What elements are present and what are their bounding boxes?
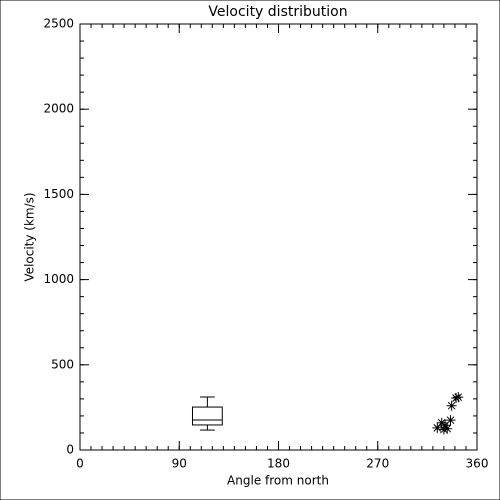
x-tick-label: 360 (466, 457, 489, 471)
y-tick-label: 2500 (43, 17, 74, 31)
point (445, 415, 456, 426)
x-tick-label: 90 (172, 457, 187, 471)
point (451, 393, 462, 404)
chart-title: Velocity distribution (208, 4, 347, 20)
point (438, 424, 449, 435)
point (442, 423, 453, 434)
y-tick-label: 2000 (43, 102, 74, 116)
box (191, 406, 223, 426)
x-tick-label: 270 (366, 457, 389, 471)
plot-frame (79, 23, 478, 451)
y-tick-label: 1500 (43, 187, 74, 201)
point (436, 417, 447, 428)
x-tick-label: 180 (267, 457, 290, 471)
y-tick-label: 500 (51, 357, 74, 371)
point (440, 420, 451, 431)
point (432, 422, 443, 433)
x-axis-label: Angle from north (227, 474, 329, 488)
point (453, 392, 464, 403)
x-tick-label: 0 (76, 457, 84, 471)
y-tick-label: 1000 (43, 272, 74, 286)
point (446, 400, 457, 411)
y-tick-label: 0 (66, 443, 74, 457)
y-axis-label: Velocity (km/s) (23, 192, 37, 281)
